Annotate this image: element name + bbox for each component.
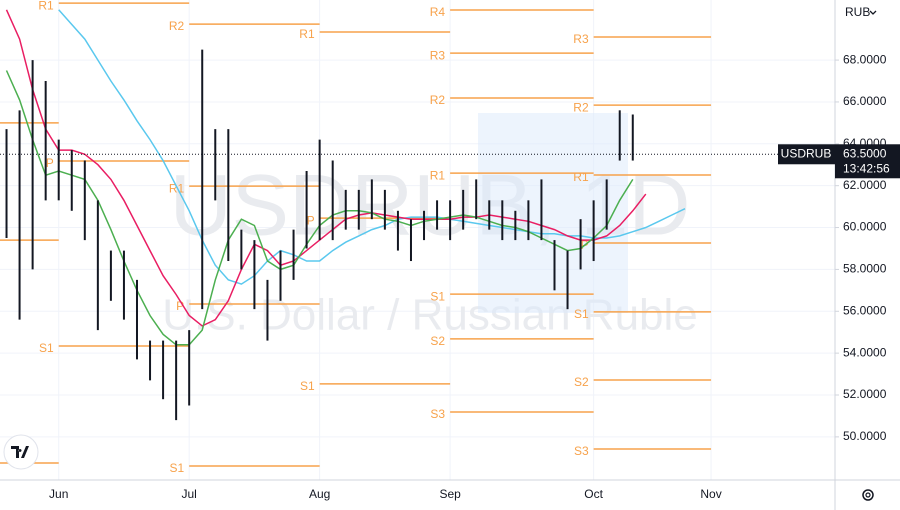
pivot-label: S3 — [430, 407, 445, 421]
pivot-label: S2 — [574, 375, 589, 389]
pivot-label: S2 — [430, 334, 445, 348]
y-tick-label: 66.0000 — [843, 94, 887, 108]
pivot-label: R3 — [573, 32, 589, 46]
range-highlight — [478, 113, 628, 313]
y-tick-label: 50.0000 — [843, 429, 887, 443]
currency-chevron[interactable] — [869, 10, 877, 15]
pivot-label: R2 — [169, 19, 185, 33]
pivot-label: S1 — [39, 341, 54, 355]
currency-button[interactable]: RUB — [845, 5, 870, 19]
gear-hub[interactable] — [865, 492, 871, 498]
x-tick-label: Sep — [439, 487, 461, 501]
y-tick-label: 56.0000 — [843, 303, 887, 317]
pivot-label: R3 — [430, 48, 446, 62]
price-tag — [835, 144, 900, 179]
pivot-label: S3 — [574, 444, 589, 458]
pivot-label: R1 — [299, 27, 315, 41]
pivot-label: R4 — [430, 5, 446, 19]
y-tick-label: 62.0000 — [843, 178, 887, 192]
pivot-label: S1 — [430, 289, 445, 303]
y-tick-label: 60.0000 — [843, 220, 887, 234]
x-tick-label: Jul — [182, 487, 197, 501]
pivot-label: S1 — [300, 379, 315, 393]
tradingview-logo[interactable] — [3, 434, 39, 470]
y-tick-label: 58.0000 — [843, 262, 887, 276]
countdown-label: 13:42:56 — [843, 161, 890, 175]
pivot-label: R1 — [573, 170, 589, 184]
price-tag-label: 63.5000 — [843, 146, 887, 160]
marks-layer: R1PS1R2R1PS1R1PS1R4R3R2R1S1S2S3R3R2R1PS1… — [0, 0, 835, 475]
y-tick-label: 54.0000 — [843, 345, 887, 359]
pivot-label: R1 — [430, 168, 446, 182]
symbol-tag — [778, 144, 835, 165]
logo-badge[interactable] — [3, 434, 39, 470]
pivot-label: R2 — [573, 100, 589, 114]
x-tick-label: Aug — [309, 487, 330, 501]
y-tick-label: 68.0000 — [843, 52, 887, 66]
x-tick-label: Jun — [49, 487, 68, 501]
moving-average-line — [5, 9, 647, 327]
pivot-label: P — [176, 299, 184, 313]
y-tick-label: 52.0000 — [843, 387, 887, 401]
pivot-label: S1 — [574, 307, 589, 321]
pivot-label: S1 — [169, 461, 184, 475]
gear-icon[interactable] — [862, 489, 874, 501]
logo-mark[interactable] — [11, 446, 29, 458]
pivot-label: P — [46, 156, 54, 170]
pivot-label: R1 — [38, 0, 54, 12]
pivot-label: P — [307, 213, 315, 227]
pivot-label: R2 — [430, 93, 446, 107]
settings-button[interactable] — [862, 489, 874, 501]
symbol-tag-label: USDRUB — [781, 146, 832, 160]
x-tick-label: Nov — [700, 487, 721, 501]
x-tick-label: Oct — [584, 487, 603, 501]
